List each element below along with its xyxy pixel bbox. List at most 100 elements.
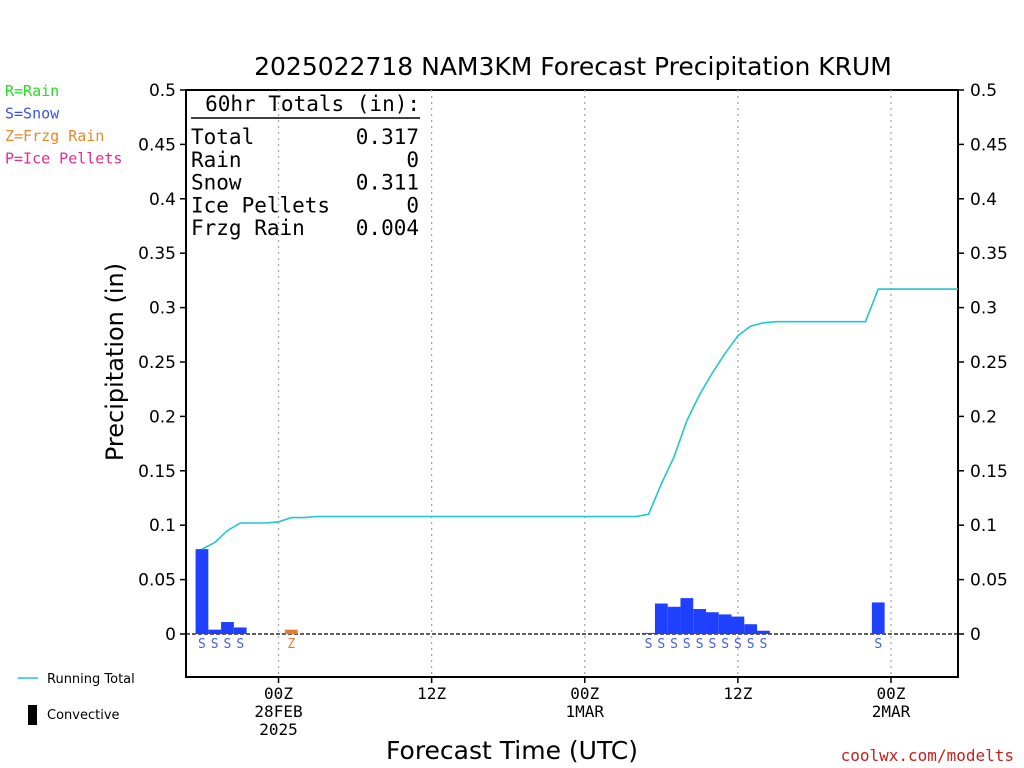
precip-bar	[718, 614, 732, 634]
precip-type-letter: S	[874, 637, 882, 652]
precip-bar	[208, 629, 222, 634]
x-tick-label: 28FEB	[254, 702, 302, 721]
x-tick-label: 12Z	[723, 684, 752, 703]
totals-row-value: 0.004	[356, 216, 419, 240]
line-legend-label: Running Total	[47, 672, 135, 687]
y-tick-label: 0.4	[970, 190, 997, 210]
vertical-grid	[277, 90, 892, 677]
totals-box: 60hr Totals (in): Total 0.317 Rain 0 Snow 0.3…	[191, 92, 420, 240]
precip-bar	[667, 606, 681, 634]
y-tick-label: 0.45	[138, 135, 176, 155]
y-tick-label: 0.5	[149, 81, 176, 101]
y-tick-label: 0	[165, 625, 176, 645]
y-axis-left: 0 0.05 0.1 0.15 0.2 0.25 0.3 0.35 0.4 0.45 0.5	[138, 81, 186, 645]
y-tick-label: 0.5	[970, 81, 997, 101]
totals-row-value: 0	[406, 148, 419, 172]
x-tick-label: 00Z	[877, 684, 906, 703]
y-axis-label: Precipitation (in)	[101, 263, 129, 461]
totals-rows: Total 0.317 Rain 0 Snow 0.311 Ice Pellets 0 Frzg…	[191, 125, 419, 240]
precip-type-letter: S	[734, 637, 742, 652]
y-tick-label: 0.4	[149, 190, 176, 210]
precip-bar	[680, 598, 694, 634]
precip-type-letter: S	[224, 637, 232, 652]
convective-legend-swatch	[28, 705, 37, 725]
type-legend-entry: Z=Frzg Rain	[5, 127, 104, 145]
precip-type-letter: S	[759, 637, 767, 652]
credit-text: coolwx.com/modelts	[841, 746, 1014, 765]
precip-bars	[195, 549, 885, 634]
precip-type-letter: S	[211, 637, 219, 652]
totals-row-label: Total	[191, 125, 254, 149]
running-total-series	[201, 288, 958, 550]
totals-row-value: 0	[406, 193, 419, 217]
totals-row-value: 0.317	[356, 125, 419, 149]
y-tick-label: 0	[970, 625, 981, 645]
precip-type-letter: S	[670, 637, 678, 652]
precip-bar	[757, 630, 770, 634]
precip-type-letter: S	[683, 637, 691, 652]
precip-type-letter: S	[721, 637, 729, 652]
y-tick-label: 0.1	[149, 516, 176, 536]
precip-bar	[693, 608, 706, 634]
y-tick-label: 0.35	[138, 244, 176, 264]
totals-row-label: Rain	[191, 148, 242, 172]
line-legend-label: Convective	[47, 708, 120, 723]
precip-bar	[871, 602, 885, 634]
y-tick-label: 0.1	[970, 516, 997, 536]
totals-header: 60hr Totals (in):	[205, 92, 420, 116]
x-tick-label: 00Z	[264, 684, 293, 703]
y-tick-label: 0.25	[970, 353, 1008, 373]
precip-bar	[195, 549, 209, 634]
totals-row-value: 0.311	[356, 171, 419, 195]
totals-row-label: Snow	[191, 171, 242, 195]
x-tick-label: 1MAR	[565, 702, 604, 721]
y-tick-label: 0.15	[138, 462, 176, 482]
x-tick-label: 2025	[259, 720, 298, 739]
precip-bar	[705, 612, 719, 634]
y-tick-label: 0.35	[970, 244, 1008, 264]
precip-bar	[654, 603, 668, 634]
precip-type-letter: S	[236, 637, 244, 652]
precip-bar	[221, 622, 234, 634]
y-tick-label: 0.3	[149, 299, 176, 319]
plot-frame	[185, 89, 959, 678]
x-tick-label: 00Z	[570, 684, 599, 703]
totals-row-label: Frzg Rain	[191, 216, 305, 240]
x-tick-label: 12Z	[417, 684, 446, 703]
y-tick-label: 0.3	[970, 299, 997, 319]
type-legend-entry: P=Ice Pellets	[5, 150, 122, 168]
precip-type-legend: R=Rain S=Snow Z=Frzg Rain P=Ice Pellets	[5, 82, 122, 168]
precip-type-letter: S	[198, 637, 206, 652]
y-tick-label: 0.2	[149, 407, 176, 427]
line-legend: Running Total Convective	[18, 672, 135, 725]
precip-type-letter: S	[696, 637, 704, 652]
x-axis-label: Forecast Time (UTC)	[386, 736, 638, 765]
precip-bar	[233, 627, 247, 634]
type-legend-entry: R=Rain	[5, 82, 59, 100]
precip-bar	[731, 616, 745, 634]
y-tick-label: 0.05	[970, 571, 1008, 591]
precip-type-letter: S	[747, 637, 755, 652]
running-total-line	[201, 288, 958, 550]
precip-type-letter: S	[645, 637, 653, 652]
type-legend-entry: S=Snow	[5, 105, 60, 123]
y-tick-label: 0.2	[970, 407, 997, 427]
x-tick-label: 2MAR	[872, 702, 911, 721]
precip-type-letter: S	[657, 637, 665, 652]
chart-title: 2025022718 NAM3KM Forecast Precipitation…	[254, 52, 892, 81]
y-tick-label: 0.15	[970, 462, 1008, 482]
precip-type-letter: Z	[287, 637, 295, 652]
y-tick-label: 0.05	[138, 571, 176, 591]
y-axis-right: 0 0.05 0.1 0.15 0.2 0.25 0.3 0.35 0.4 0.45 0.5	[958, 81, 1008, 645]
precip-bar	[642, 632, 655, 634]
totals-row-label: Ice Pellets	[191, 193, 330, 217]
y-tick-label: 0.25	[138, 353, 176, 373]
precip-bar	[284, 629, 298, 634]
precip-type-letter: S	[708, 637, 716, 652]
precip-bar	[744, 624, 758, 634]
y-tick-label: 0.45	[970, 135, 1008, 155]
